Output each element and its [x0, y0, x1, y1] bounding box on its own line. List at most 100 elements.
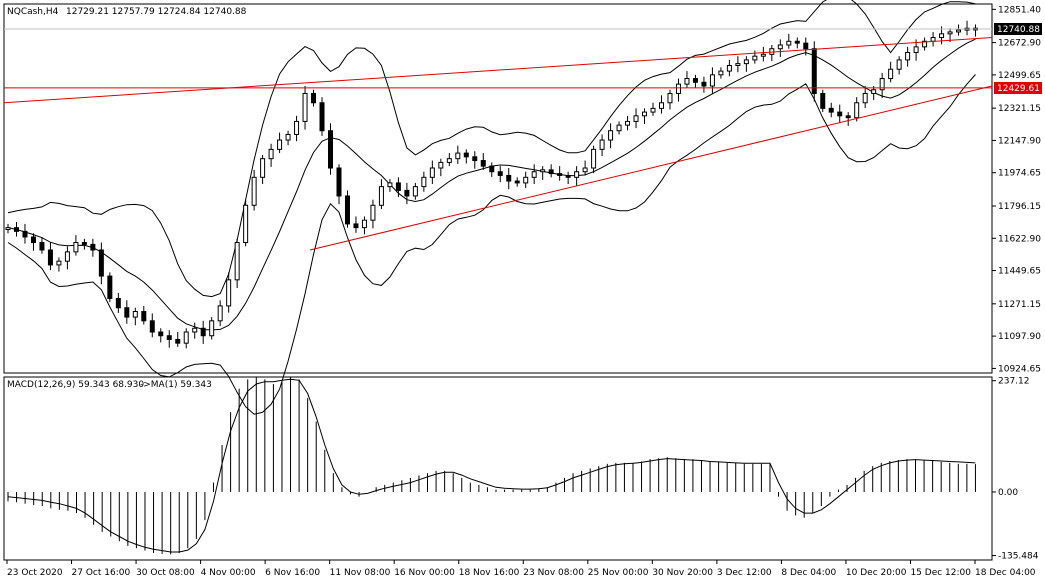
price-tick-label: 12499.65: [998, 71, 1041, 81]
candle-body: [743, 59, 749, 65]
candle-body: [149, 320, 155, 333]
candle-body: [39, 242, 45, 251]
time-tick-label: 27 Oct 16:00: [72, 568, 131, 578]
lower-trendline[interactable]: [309, 85, 993, 251]
price-tick-label: 11974.65: [998, 169, 1041, 179]
macd-tick-label: 0.00: [998, 488, 1018, 498]
candle-body: [777, 44, 783, 50]
price-tick-label: 11622.90: [998, 234, 1041, 244]
candle-body: [939, 33, 945, 39]
candle-body: [871, 89, 877, 94]
time-tick-label: 10 Dec 20:00: [846, 568, 907, 578]
candle-body: [361, 219, 367, 229]
candle-body: [760, 53, 766, 57]
time-tick-label: 3 Dec 12:00: [717, 568, 772, 578]
candle-body: [862, 92, 868, 104]
candle-body: [158, 331, 164, 337]
candle-body: [166, 335, 172, 340]
candle-body: [854, 102, 860, 119]
candle-body: [828, 107, 834, 113]
candle-body: [370, 204, 376, 221]
candle-body: [675, 83, 681, 94]
candle-body: [311, 92, 317, 104]
candle-body: [557, 173, 563, 176]
candle-body: [30, 236, 36, 244]
candle-body: [599, 139, 605, 150]
candle-body: [803, 42, 809, 50]
macd-title: MACD(12,26,9) 59.343 68.930: [7, 380, 144, 390]
candle-body: [506, 174, 512, 182]
macd-ma-title: ->MA(1) 59.343: [140, 380, 212, 390]
trendlines: [3, 37, 993, 251]
macd-panel[interactable]: [3, 376, 993, 561]
candle-body: [930, 37, 936, 42]
candle-body: [956, 29, 962, 33]
candle-body: [905, 51, 911, 61]
macd-signal-line: [7, 378, 976, 553]
candle-body: [709, 74, 715, 87]
candle-body: [438, 161, 444, 169]
candle-body: [251, 176, 257, 206]
candle-body: [786, 40, 792, 46]
candle-body: [718, 70, 724, 76]
price-tick-label: 12321.15: [998, 104, 1041, 114]
price-tick-label: 12147.90: [998, 136, 1041, 146]
candle-body: [395, 182, 401, 191]
time-tick-label: 30 Oct 08:00: [136, 568, 195, 578]
candle-body: [616, 124, 622, 132]
candle-body: [497, 171, 503, 176]
candle-body: [811, 48, 817, 94]
time-tick-label: 6 Nov 16:00: [265, 568, 320, 578]
candle-body: [896, 59, 902, 70]
current-price-box: [994, 23, 1042, 35]
candle-body: [268, 148, 274, 160]
candle-body: [472, 156, 478, 162]
candle-body: [667, 92, 673, 104]
candle-body: [412, 186, 418, 197]
candle-body: [192, 327, 198, 333]
price-tick-label: 12851.40: [998, 5, 1041, 15]
candle-body: [608, 130, 614, 141]
price-tick-label: 12672.90: [998, 39, 1041, 49]
candle-body: [328, 130, 334, 169]
upper-trendline[interactable]: [3, 37, 993, 104]
candle-body: [837, 111, 843, 117]
candle-body: [480, 160, 486, 167]
candle-body: [387, 182, 393, 188]
candle-body: [115, 297, 121, 309]
candle-body: [64, 251, 70, 262]
level-price-box: [994, 82, 1042, 94]
candle-body: [243, 204, 249, 244]
candle-body: [922, 40, 928, 48]
candle-body: [344, 195, 350, 225]
candle-body: [540, 169, 546, 173]
time-tick-label: 4 Nov 00:00: [201, 568, 256, 578]
price-axis: 12851.40 12672.90 12499.65 12321.15 12147.90…: [992, 5, 1041, 374]
candle-body: [523, 176, 529, 184]
candle-body: [565, 174, 571, 178]
candle-body: [429, 167, 435, 178]
candle-body: [124, 307, 130, 318]
candle-body: [56, 260, 62, 266]
candle-body: [794, 40, 800, 44]
candle-body: [90, 243, 96, 251]
symbol-title: NQCash,H4: [7, 7, 59, 17]
time-tick-label: 25 Nov 00:00: [588, 568, 649, 578]
time-tick-label: 23 Nov 08:00: [523, 568, 584, 578]
candles: [5, 20, 979, 349]
price-tick-label: 10924.65: [998, 364, 1041, 374]
candle-body: [684, 78, 690, 85]
candle-body: [582, 167, 588, 173]
price-tick-label: 11449.65: [998, 267, 1041, 277]
price-panel[interactable]: [3, 3, 993, 374]
candle-body: [132, 311, 138, 318]
time-tick-label: 30 Nov 20:00: [652, 568, 713, 578]
candle-body: [336, 167, 342, 197]
candle-body: [107, 275, 113, 299]
candle-body: [574, 171, 580, 178]
time-tick-label: 18 Dec 04:00: [975, 568, 1036, 578]
candle-body: [913, 46, 919, 53]
candle-body: [845, 115, 851, 119]
current-price-label: 12740.88: [997, 25, 1040, 35]
